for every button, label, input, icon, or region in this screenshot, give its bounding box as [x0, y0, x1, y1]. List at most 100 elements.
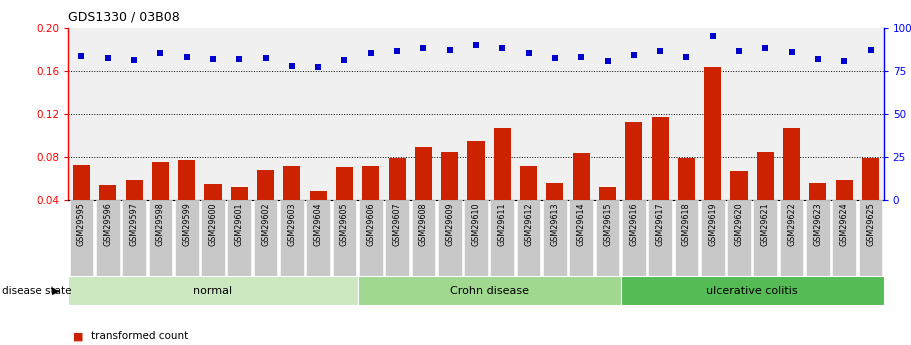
- Bar: [385, 200, 409, 276]
- Text: GSM29597: GSM29597: [129, 203, 138, 246]
- Text: GSM29621: GSM29621: [761, 203, 770, 246]
- Text: normal: normal: [193, 286, 232, 296]
- Bar: [363, 166, 379, 243]
- Text: GSM29604: GSM29604: [313, 203, 322, 246]
- Bar: [389, 158, 405, 243]
- Text: GSM29599: GSM29599: [182, 203, 191, 246]
- Bar: [543, 200, 567, 276]
- Bar: [175, 200, 199, 276]
- Bar: [438, 200, 462, 276]
- Text: ■: ■: [73, 332, 84, 341]
- Text: GSM29609: GSM29609: [445, 203, 455, 246]
- Bar: [674, 200, 698, 276]
- Bar: [310, 191, 327, 243]
- Text: GSM29616: GSM29616: [630, 203, 639, 246]
- Bar: [257, 170, 274, 243]
- Bar: [547, 183, 563, 243]
- Text: GSM29613: GSM29613: [550, 203, 559, 246]
- Text: GDS1330 / 03B08: GDS1330 / 03B08: [68, 10, 180, 23]
- Bar: [704, 68, 722, 243]
- Text: GSM29603: GSM29603: [287, 203, 296, 246]
- Bar: [441, 151, 458, 243]
- Bar: [651, 117, 669, 243]
- Bar: [573, 152, 589, 243]
- Text: GSM29605: GSM29605: [340, 203, 349, 246]
- Text: Crohn disease: Crohn disease: [450, 286, 528, 296]
- Bar: [283, 166, 301, 243]
- Bar: [336, 167, 353, 243]
- Bar: [701, 200, 724, 276]
- Bar: [599, 187, 616, 243]
- Bar: [753, 200, 777, 276]
- Bar: [333, 200, 356, 276]
- Bar: [494, 128, 511, 243]
- Bar: [412, 200, 435, 276]
- Bar: [727, 200, 751, 276]
- Text: GSM29622: GSM29622: [787, 203, 796, 246]
- Text: GSM29619: GSM29619: [708, 203, 717, 246]
- Text: disease state: disease state: [2, 286, 71, 296]
- Bar: [96, 200, 119, 276]
- Bar: [833, 200, 856, 276]
- Bar: [622, 200, 646, 276]
- Bar: [783, 128, 800, 243]
- Bar: [731, 171, 748, 243]
- Text: transformed count: transformed count: [91, 332, 189, 341]
- Bar: [73, 165, 90, 243]
- Text: GSM29625: GSM29625: [866, 203, 875, 246]
- Bar: [649, 200, 672, 276]
- Bar: [152, 162, 169, 243]
- Bar: [280, 200, 303, 276]
- Text: GSM29610: GSM29610: [472, 203, 480, 246]
- Text: GSM29611: GSM29611: [497, 203, 507, 246]
- Bar: [806, 200, 830, 276]
- Bar: [862, 158, 879, 243]
- Bar: [569, 200, 593, 276]
- Bar: [228, 200, 251, 276]
- Text: GSM29617: GSM29617: [656, 203, 665, 246]
- Bar: [809, 183, 826, 243]
- Text: GSM29601: GSM29601: [235, 203, 244, 246]
- Bar: [254, 200, 278, 276]
- Text: ▶: ▶: [52, 286, 59, 296]
- Bar: [99, 185, 117, 243]
- Bar: [625, 122, 642, 243]
- Bar: [620, 276, 884, 305]
- Bar: [230, 187, 248, 243]
- Text: GSM29608: GSM29608: [419, 203, 428, 246]
- Bar: [179, 160, 195, 243]
- Bar: [678, 158, 695, 243]
- Bar: [69, 200, 93, 276]
- Text: GSM29614: GSM29614: [577, 203, 586, 246]
- Bar: [415, 147, 432, 243]
- Text: GSM29612: GSM29612: [524, 203, 533, 246]
- Text: GSM29615: GSM29615: [603, 203, 612, 246]
- Text: GSM29623: GSM29623: [814, 203, 823, 246]
- Bar: [467, 141, 485, 243]
- Bar: [122, 200, 146, 276]
- Bar: [306, 200, 330, 276]
- Bar: [68, 276, 358, 305]
- Bar: [204, 184, 221, 243]
- Text: GSM29596: GSM29596: [103, 203, 112, 246]
- Text: GSM29607: GSM29607: [393, 203, 402, 246]
- Text: GSM29624: GSM29624: [840, 203, 849, 246]
- Bar: [148, 200, 172, 276]
- Bar: [201, 200, 225, 276]
- Bar: [359, 200, 383, 276]
- Bar: [596, 200, 619, 276]
- Bar: [859, 200, 883, 276]
- Bar: [465, 200, 487, 276]
- Bar: [780, 200, 804, 276]
- Bar: [358, 276, 620, 305]
- Text: GSM29618: GSM29618: [682, 203, 691, 246]
- Bar: [757, 151, 773, 243]
- Bar: [126, 180, 143, 243]
- Text: GSM29595: GSM29595: [77, 203, 86, 246]
- Text: GSM29620: GSM29620: [734, 203, 743, 246]
- Text: GSM29602: GSM29602: [261, 203, 270, 246]
- Text: GSM29600: GSM29600: [209, 203, 218, 246]
- Text: GSM29606: GSM29606: [366, 203, 375, 246]
- Bar: [490, 200, 514, 276]
- Text: ulcerative colitis: ulcerative colitis: [706, 286, 798, 296]
